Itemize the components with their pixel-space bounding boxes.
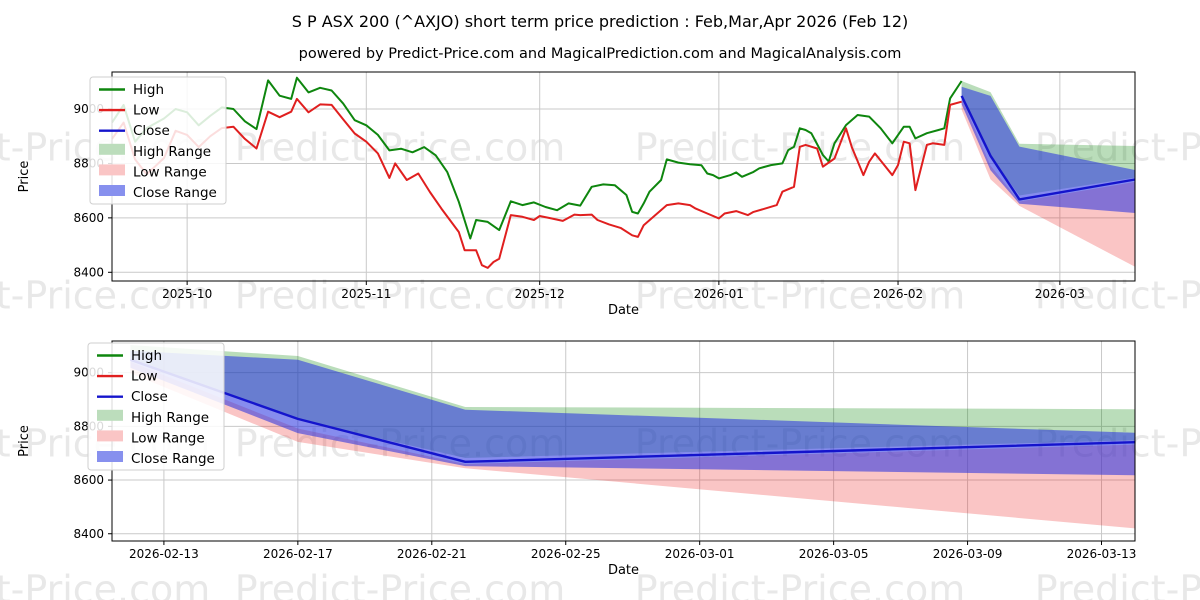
legend-label: Low [133,103,160,119]
chart-forecast-detail: 2026-02-13 2026-02-17 2026-02-21 2026-02-25… [17,340,1137,578]
close-range-band [130,350,1135,476]
x-tick-label: 2026-02 [873,287,923,301]
y-tick-label: 8600 [73,211,104,225]
high-range-legend-swatch [97,409,123,421]
x-tick-label: 2025-11 [341,287,391,301]
x-axis-label: Date [608,303,639,318]
legend-label: Close Range [131,451,215,467]
legend-label: High Range [133,144,211,160]
y-tick-label: 8400 [73,265,104,279]
x-tick-label: 2026-02-21 [397,547,467,561]
chart-history-with-forecast: 2025-10 2025-11 2025-12 2026-01 2026-02 2026-… [17,71,1136,318]
close-range-legend-swatch [97,451,123,462]
x-tick-label: 2026-02-25 [531,547,601,561]
legend: High Low Close High Range Low Range Close Ran… [87,342,225,471]
watermark-text: Predict-Price.com [1035,568,1200,600]
legend-label: Close [131,389,168,405]
x-tick-label: 2026-02-17 [263,547,333,561]
high-line [111,76,963,240]
y-tick-label: 8400 [73,527,104,541]
legend: High Low Close High Range Low Range Close Ran… [89,76,227,205]
chart-subtitle: powered by Predict-Price.com and Magical… [298,46,902,62]
x-tick-label: 2026-03 [1035,287,1085,301]
x-tick-label: 2026-03-13 [1067,547,1137,561]
x-tick-label: 2026-03-01 [665,547,735,561]
low-range-band [961,98,1135,267]
y-axis-label: Price [17,425,32,457]
chart-title: S P ASX 200 (^AXJO) short term price pre… [291,12,909,31]
y-axis-label: Price [17,161,32,193]
watermark-text: Predict-Price.com [635,568,966,600]
legend-label: High [131,348,162,364]
x-tick-label: 2025-10 [162,287,212,301]
close-line [960,95,1136,201]
close-range-legend-swatch [99,185,125,196]
watermark-text: Predict-Price.com [235,126,566,170]
low-range-band [130,361,1135,529]
legend-label: Low Range [131,430,205,446]
x-tick-label: 2026-03-05 [799,547,869,561]
x-tick-label: 2026-02-13 [129,547,199,561]
legend-label: Low Range [133,164,207,180]
close-range-band [961,86,1135,213]
legend-label: Close Range [133,185,217,201]
legend-label: High Range [131,410,209,426]
x-tick-label: 2026-03-09 [933,547,1003,561]
x-tick-label: 2025-12 [515,287,565,301]
y-tick-label: 8600 [73,473,104,487]
watermark-text: Predict-Price.com [235,568,566,600]
low-line [111,97,962,269]
x-axis-label: Date [608,563,639,578]
legend-label: Close [133,123,170,139]
high-range-legend-swatch [99,143,125,155]
legend-label: Low [131,369,158,385]
watermark-text: Predict-Price.com [0,568,210,600]
x-tick-label: 2026-01 [694,287,744,301]
low-range-legend-swatch [99,164,125,176]
legend-label: High [133,82,164,98]
low-range-legend-swatch [97,430,123,442]
